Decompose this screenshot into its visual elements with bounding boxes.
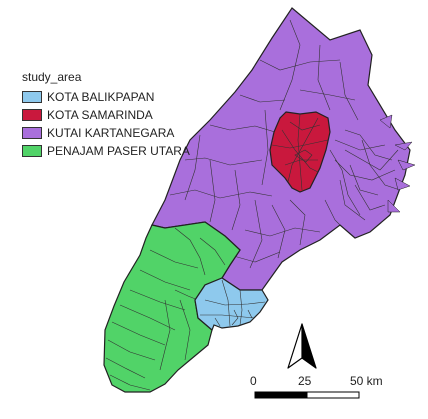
legend: study_area KOTA BALIKPAPAN KOTA SAMARIND… xyxy=(22,70,190,160)
legend-swatch xyxy=(22,145,42,157)
legend-swatch xyxy=(22,109,42,121)
region-kota-balikpapan xyxy=(194,277,269,332)
legend-title: study_area xyxy=(22,70,82,84)
scale-bar xyxy=(254,391,360,399)
legend-swatch xyxy=(22,91,42,103)
legend-item-kutai-kartanegara: KUTAI KARTANEGARA xyxy=(22,124,190,142)
legend-swatch xyxy=(22,127,42,139)
legend-label: KUTAI KARTANEGARA xyxy=(47,126,175,140)
legend-label: KOTA BALIKPAPAN xyxy=(47,90,155,104)
legend-item-kota-samarinda: KOTA SAMARINDA xyxy=(22,106,190,124)
legend-item-kota-balikpapan: KOTA BALIKPAPAN xyxy=(22,88,190,106)
north-arrow-icon xyxy=(287,323,317,369)
legend-item-penajam-paser-utara: PENAJAM PASER UTARA xyxy=(22,142,190,160)
legend-label: PENAJAM PASER UTARA xyxy=(47,144,190,158)
region-kota-samarinda xyxy=(269,111,331,193)
region-penajam-paser-utara xyxy=(103,221,241,393)
legend-label: KOTA SAMARINDA xyxy=(47,108,153,122)
delta-fringe xyxy=(379,114,416,213)
